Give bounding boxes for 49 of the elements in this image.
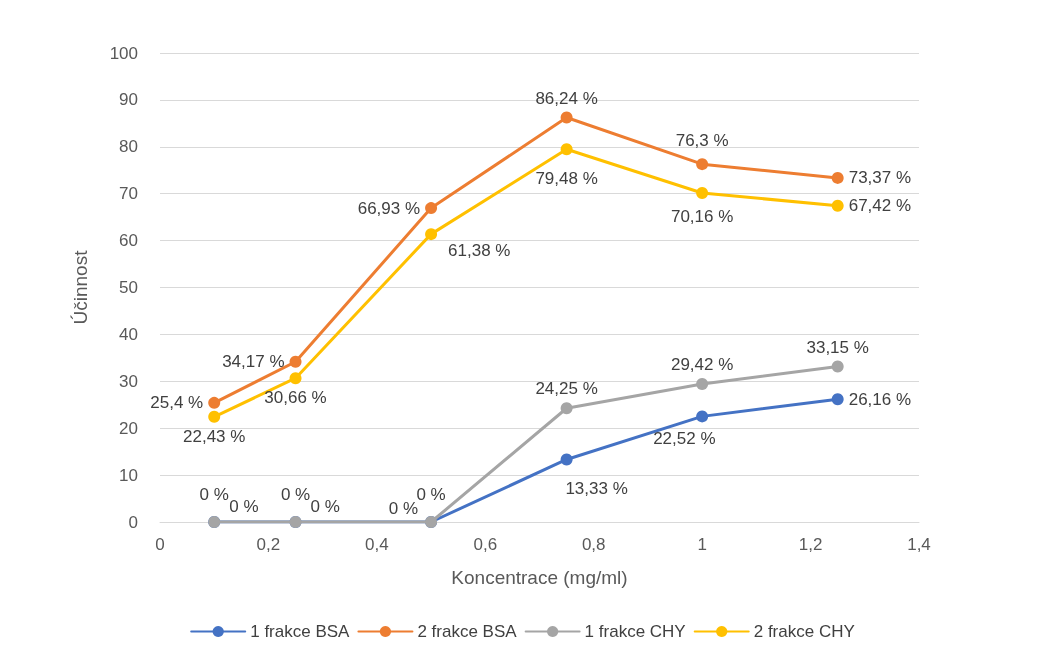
data-label: 22,43 %: [183, 426, 246, 446]
x-tick-label: 0,8: [581, 535, 606, 554]
data-label: 34,17 %: [222, 352, 285, 372]
data-label: 67,42 %: [848, 196, 912, 216]
data-label: 0 %: [229, 496, 259, 516]
y-tick-label: 70: [119, 184, 138, 204]
data-label: 0 %: [416, 485, 446, 504]
data-label: 79,48 %: [535, 169, 598, 189]
y-tick-label: 80: [119, 137, 138, 157]
legend-label: 2 frakce BSA: [417, 622, 518, 641]
x-tick-label: 0: [155, 535, 165, 554]
y-tick-label: 90: [119, 90, 138, 110]
y-tick-label: 40: [119, 324, 138, 344]
y-tick-label: 10: [119, 465, 138, 485]
data-label: 0 %: [199, 485, 229, 504]
legend-label: 1 frakce BSA: [250, 622, 351, 641]
data-label: 76,3 %: [675, 131, 729, 151]
y-axis-title: Účinnost: [70, 249, 91, 325]
data-label: 33,15 %: [806, 337, 869, 357]
data-label: 26,16 %: [848, 389, 912, 409]
data-label: 30,66 %: [264, 388, 327, 408]
data-label: 66,93 %: [357, 198, 421, 218]
data-label: 25,4 %: [150, 393, 204, 413]
data-label: 0 %: [388, 498, 419, 518]
data-label: 0 %: [280, 485, 311, 504]
x-tick-label: 0,2: [256, 535, 281, 554]
data-label: 86,24 %: [535, 88, 598, 108]
data-label: 24,25 %: [535, 379, 598, 399]
y-tick-label: 50: [119, 278, 138, 297]
legend-label: 1 frakce CHY: [584, 622, 686, 641]
data-label: 29,42 %: [670, 355, 734, 375]
x-tick-label: 0,6: [473, 535, 498, 554]
x-tick-label: 0,4: [365, 535, 389, 554]
x-tick-label: 1,4: [907, 535, 931, 554]
y-tick-label: 0: [128, 512, 138, 532]
data-label: 0 %: [310, 496, 340, 516]
x-tick-label: 1: [697, 535, 707, 554]
data-label: 22,52 %: [653, 428, 716, 448]
data-label: 13,33 %: [565, 479, 628, 499]
x-axis-title: Koncentrace (mg/ml): [451, 567, 628, 588]
data-label: 70,16 %: [670, 206, 734, 226]
x-tick-label: 1,2: [798, 535, 823, 554]
y-tick-label: 30: [119, 371, 138, 391]
y-tick-label: 20: [119, 418, 138, 438]
y-tick-label: 100: [109, 43, 138, 63]
data-label: 61,38 %: [448, 240, 511, 260]
legend-label: 2 frakce CHY: [753, 622, 855, 641]
data-label: 73,37 %: [848, 168, 912, 188]
y-tick-label: 60: [119, 231, 138, 251]
